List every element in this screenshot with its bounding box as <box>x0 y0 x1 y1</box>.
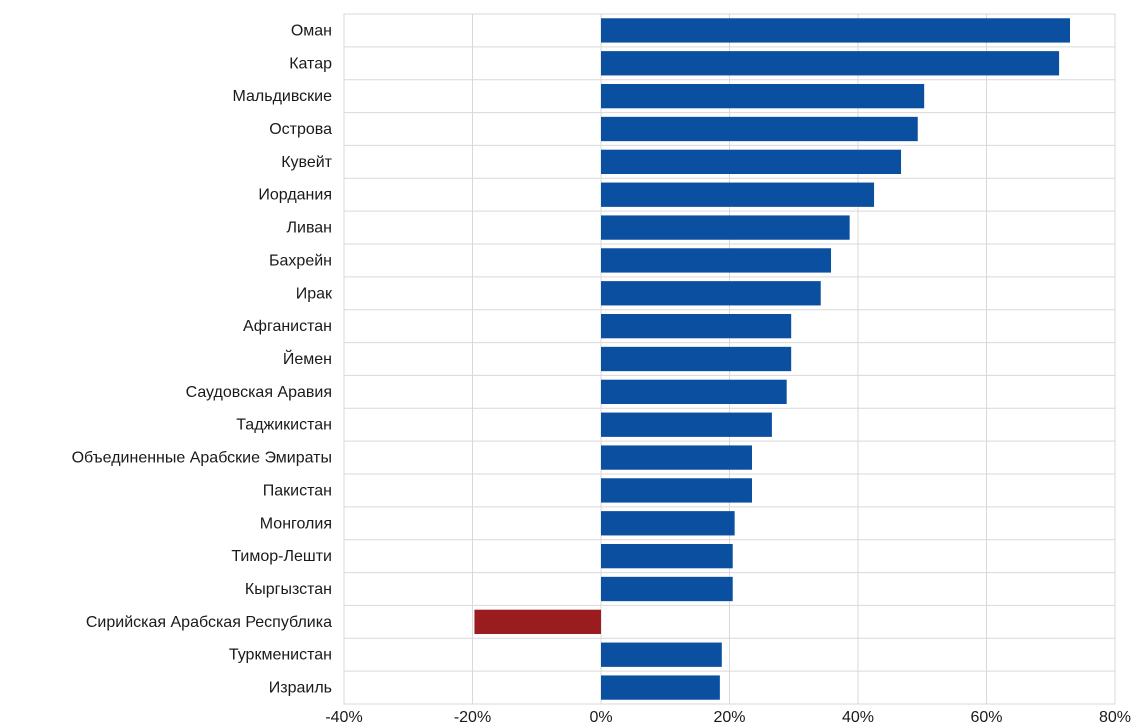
category-label: Объединенные Арабские Эмираты <box>72 450 332 467</box>
category-label: Бахрейн <box>269 252 332 269</box>
category-label: Острова <box>269 121 332 138</box>
bar <box>601 51 1060 76</box>
bar <box>601 379 787 405</box>
bar <box>601 642 722 667</box>
bar <box>601 445 752 470</box>
bar <box>601 543 733 569</box>
bars <box>474 18 1071 700</box>
category-label: Йемен <box>283 349 332 368</box>
category-label: Афганистан <box>243 318 332 335</box>
x-tick-label: -20% <box>454 709 491 726</box>
bar <box>601 83 925 109</box>
bar <box>601 576 733 602</box>
category-label: Катар <box>289 55 332 72</box>
category-labels: Оман Катар Мальдивские Острова Кувейт Иордани… <box>72 22 333 696</box>
category-label: Ливан <box>287 220 333 237</box>
plot-frame <box>343 13 1116 705</box>
category-label: Сирийская Арабская Республика <box>86 614 332 631</box>
bar <box>601 313 792 339</box>
category-label: Тимор-Лешти <box>231 548 332 565</box>
category-label: Оман <box>291 22 332 39</box>
category-label: Туркменистан <box>229 647 332 664</box>
bar <box>601 149 902 175</box>
bar <box>601 346 792 372</box>
category-label: Ирак <box>296 285 333 302</box>
category-label: Саудовская Аравия <box>186 384 332 401</box>
category-label: Таджикистан <box>236 417 332 434</box>
bar <box>601 182 875 207</box>
x-tick-label: 40% <box>842 709 874 726</box>
bar <box>601 478 752 503</box>
bar <box>601 248 832 273</box>
bar <box>601 511 735 536</box>
bar <box>601 281 821 306</box>
category-label: Иордания <box>258 187 332 204</box>
category-label: Кувейт <box>281 154 332 171</box>
x-tick-label: -40% <box>325 709 362 726</box>
bar <box>601 675 720 700</box>
category-label: Монголия <box>260 515 332 532</box>
x-axis-tick-labels: -40% -20% 0% 20% 40% 60% 80% <box>325 709 1131 726</box>
grid-lines <box>343 14 1116 704</box>
x-tick-label: 60% <box>970 709 1002 726</box>
bar <box>601 18 1071 43</box>
category-label: Кыргызстан <box>245 581 332 598</box>
x-tick-label: 80% <box>1099 709 1131 726</box>
x-tick-label: 0% <box>589 709 612 726</box>
bar <box>601 412 772 437</box>
bar <box>474 609 601 635</box>
category-label: Пакистан <box>263 482 332 499</box>
x-tick-label: 20% <box>713 709 745 726</box>
category-label: Израиль <box>269 680 332 697</box>
bar <box>601 215 850 240</box>
category-label: Мальдивские <box>232 88 332 105</box>
bar <box>601 116 918 142</box>
